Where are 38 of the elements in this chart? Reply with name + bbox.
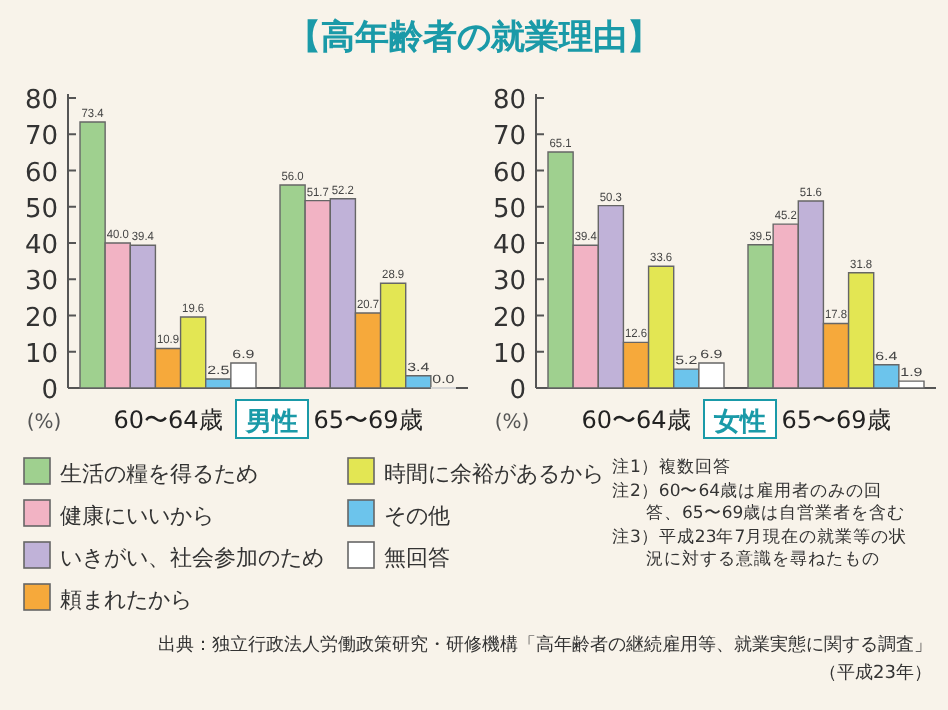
y-axis-title: (%) bbox=[26, 412, 62, 434]
x-axis-title: 男性 bbox=[244, 408, 298, 438]
legend-label: 頼まれたから bbox=[60, 587, 192, 613]
y-tick-label: 50 bbox=[24, 194, 58, 225]
legend-label: いきがい、社会参加のため bbox=[60, 545, 324, 571]
y-tick-label: 60 bbox=[24, 158, 58, 189]
y-tick-label: 50 bbox=[492, 194, 526, 225]
y-tick-label: 0 bbox=[509, 376, 526, 406]
y-tick-label: 80 bbox=[492, 86, 526, 116]
legend-label: 健康にいいから bbox=[60, 503, 214, 529]
x-axis-title: 女性 bbox=[712, 408, 766, 438]
text: 注3）平成23年7月現在の就業等の状況に対する意識を尋ねたもの bbox=[612, 528, 910, 572]
y-tick-label: 10 bbox=[24, 339, 58, 370]
legend-label: 生活の糧を得るため bbox=[60, 461, 258, 487]
y-tick-label: 40 bbox=[492, 231, 526, 261]
x-tick-label: 60〜64歳 bbox=[581, 406, 691, 434]
text: 注2）60〜64歳は雇用者のみの回答、65〜69歳は自営業者を含む bbox=[612, 482, 908, 526]
legend-label: 時間に余裕があるから bbox=[384, 461, 604, 487]
x-tick-label: 60〜64歳 bbox=[113, 406, 223, 434]
x-tick-label: 65〜69歳 bbox=[781, 406, 891, 434]
y-tick-label: 80 bbox=[24, 86, 58, 116]
y-tick-label: 30 bbox=[24, 267, 58, 298]
y-tick-label: 30 bbox=[492, 267, 526, 298]
y-tick-label: 10 bbox=[492, 339, 526, 370]
y-tick-label: 20 bbox=[492, 303, 526, 334]
source-note: 出典：独立行政法人労働政策研究・研修機構「高年齢者の継続雇用等、就業実態に関する調査」（平成23年） bbox=[156, 633, 932, 688]
legend-label: その他 bbox=[384, 503, 450, 529]
y-tick-label: 70 bbox=[492, 122, 526, 153]
y-axis-title: (%) bbox=[494, 412, 530, 434]
y-tick-label: 60 bbox=[492, 158, 526, 189]
y-tick-label: 0 bbox=[41, 376, 58, 406]
chart-title: 【高年齢者の就業理由】 bbox=[287, 18, 661, 58]
text: 注1）複数回答 bbox=[612, 458, 733, 480]
y-tick-label: 40 bbox=[24, 231, 58, 261]
legend-label: 無回答 bbox=[384, 545, 450, 571]
y-tick-label: 70 bbox=[24, 122, 58, 153]
x-tick-label: 65〜69歳 bbox=[313, 406, 423, 434]
y-tick-label: 20 bbox=[24, 303, 58, 334]
